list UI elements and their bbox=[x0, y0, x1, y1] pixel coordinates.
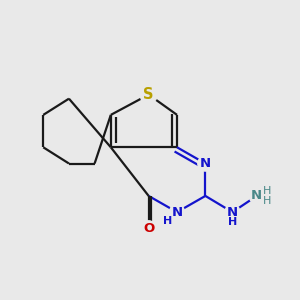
Circle shape bbox=[140, 86, 157, 103]
Text: N: N bbox=[172, 206, 183, 219]
Text: N: N bbox=[227, 206, 238, 219]
Circle shape bbox=[198, 156, 213, 171]
Text: O: O bbox=[143, 222, 154, 235]
Text: N: N bbox=[200, 157, 211, 170]
Circle shape bbox=[141, 221, 156, 236]
Text: H: H bbox=[228, 218, 237, 227]
Circle shape bbox=[169, 205, 184, 220]
Text: H: H bbox=[263, 196, 271, 206]
Circle shape bbox=[225, 205, 240, 220]
Text: H: H bbox=[263, 185, 271, 196]
Circle shape bbox=[249, 188, 264, 203]
Text: N: N bbox=[251, 189, 262, 203]
Text: H: H bbox=[163, 216, 172, 226]
Text: S: S bbox=[143, 87, 154, 102]
